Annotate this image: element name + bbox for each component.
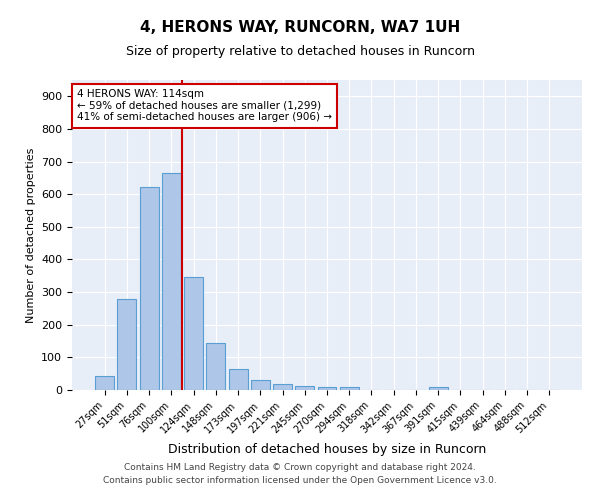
Bar — [273, 384, 292, 390]
Bar — [229, 369, 248, 390]
Bar — [317, 386, 337, 390]
Bar — [295, 386, 314, 390]
Y-axis label: Number of detached properties: Number of detached properties — [26, 148, 35, 322]
Bar — [118, 300, 136, 390]
Bar — [162, 172, 181, 390]
Text: Size of property relative to detached houses in Runcorn: Size of property relative to detached ho… — [125, 45, 475, 58]
Bar — [184, 277, 203, 390]
Bar — [140, 188, 158, 390]
Bar — [206, 342, 225, 390]
Text: 4, HERONS WAY, RUNCORN, WA7 1UH: 4, HERONS WAY, RUNCORN, WA7 1UH — [140, 20, 460, 35]
Bar — [95, 376, 114, 390]
X-axis label: Distribution of detached houses by size in Runcorn: Distribution of detached houses by size … — [168, 443, 486, 456]
Bar — [340, 387, 359, 390]
Text: Contains HM Land Registry data © Crown copyright and database right 2024.
Contai: Contains HM Land Registry data © Crown c… — [103, 464, 497, 485]
Bar — [251, 380, 270, 390]
Text: 4 HERONS WAY: 114sqm
← 59% of detached houses are smaller (1,299)
41% of semi-de: 4 HERONS WAY: 114sqm ← 59% of detached h… — [77, 90, 332, 122]
Bar — [429, 387, 448, 390]
